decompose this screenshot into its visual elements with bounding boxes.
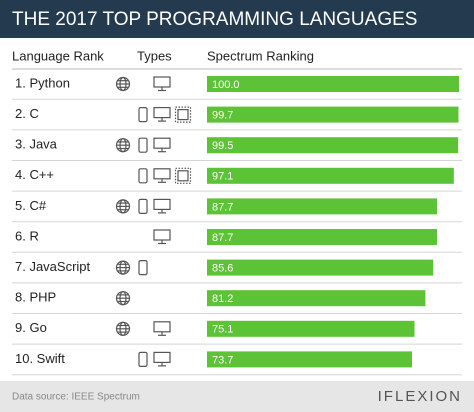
bar <box>207 290 426 307</box>
category-label: 6. R <box>15 228 39 243</box>
icon-part <box>177 108 189 121</box>
type-icon <box>174 106 192 123</box>
category-label: 8. PHP <box>15 290 56 305</box>
icon-part <box>177 170 189 182</box>
type-icon <box>138 351 148 367</box>
value-label: 97.1 <box>212 171 233 183</box>
type-icon <box>153 168 171 183</box>
column-header: Spectrum Ranking <box>207 48 314 63</box>
category-label: 10. Swift <box>15 351 65 366</box>
footer-logo: IFLEXION <box>378 388 462 405</box>
type-icon <box>138 260 148 276</box>
bar <box>207 320 415 337</box>
category-label: 7. JavaScript <box>15 259 91 274</box>
icon-part <box>138 260 148 276</box>
value-label: 85.6 <box>212 263 233 275</box>
type-icon <box>153 321 171 336</box>
value-label: 73.7 <box>212 354 233 366</box>
type-icon <box>153 351 171 367</box>
column-header: Types <box>137 48 172 63</box>
icon-part <box>138 351 148 367</box>
bar <box>207 259 434 276</box>
category-label: 9. Go <box>15 320 47 335</box>
icon-part <box>138 168 148 184</box>
header-band <box>0 0 474 38</box>
value-label: 99.7 <box>212 110 233 122</box>
type-icon <box>115 291 131 306</box>
bar <box>207 76 459 92</box>
value-label: 87.7 <box>212 201 233 213</box>
column-header: Language Rank <box>12 48 104 63</box>
icon-part <box>138 106 148 123</box>
bar <box>207 106 459 123</box>
icon-part <box>174 106 192 123</box>
category-label: 3. Java <box>15 137 58 152</box>
chart-title: THE 2017 TOP PROGRAMMING LANGUAGES <box>12 9 417 30</box>
bar <box>207 351 412 368</box>
type-icon <box>153 137 171 153</box>
category-label: 4. C++ <box>15 167 54 182</box>
value-label: 87.7 <box>212 232 233 244</box>
type-icon <box>153 198 171 214</box>
type-icon <box>138 168 148 184</box>
bar <box>207 167 454 184</box>
type-icon <box>138 106 148 123</box>
type-icon <box>115 321 131 336</box>
icon-part <box>138 198 148 214</box>
type-icon <box>115 199 131 214</box>
value-label: 81.2 <box>212 293 233 305</box>
type-icon <box>174 167 192 184</box>
value-label: 100.0 <box>212 79 240 91</box>
bar <box>207 198 438 215</box>
value-label: 99.5 <box>212 140 233 152</box>
type-icon <box>115 260 131 275</box>
category-label: 5. C# <box>15 198 47 213</box>
footer-band <box>0 381 474 412</box>
icon-part <box>138 137 148 153</box>
type-icon <box>153 76 171 92</box>
type-icon <box>115 76 131 92</box>
value-label: 75.1 <box>212 324 233 336</box>
category-label: 1. Python <box>15 75 70 90</box>
bar <box>207 229 438 245</box>
category-label: 2. C <box>15 106 39 121</box>
bar <box>207 137 459 154</box>
type-icon <box>115 138 131 153</box>
type-icon <box>138 198 148 214</box>
type-icon <box>153 229 171 245</box>
icon-part <box>174 167 192 184</box>
type-icon <box>138 137 148 153</box>
type-icon <box>153 106 171 122</box>
footer-source: Data source: IEEE Spectrum <box>12 392 140 403</box>
